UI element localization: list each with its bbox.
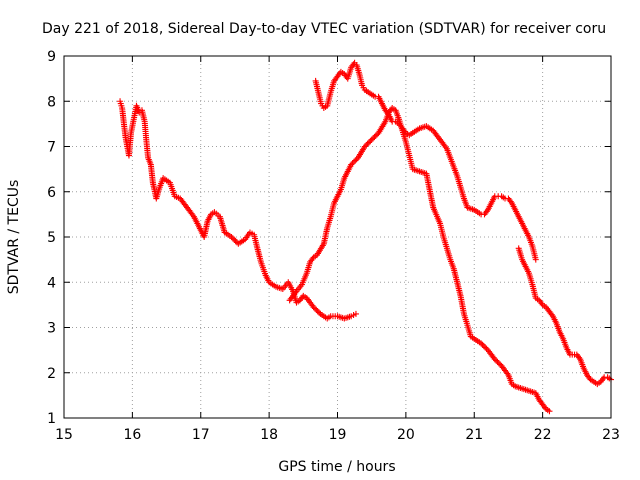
data-point [480, 343, 487, 350]
data-point [372, 132, 379, 139]
data-point [532, 256, 539, 263]
y-tick-label: 7 [47, 140, 56, 156]
y-tick-label: 5 [47, 230, 56, 246]
x-tick-label: 20 [397, 427, 415, 443]
x-tick-label: 19 [329, 427, 347, 443]
data-points [117, 59, 614, 415]
y-tick-label: 3 [47, 321, 56, 337]
data-point [349, 160, 356, 167]
data-point [494, 358, 501, 365]
data-point [495, 360, 502, 367]
data-point [479, 341, 486, 348]
x-tick-label: 22 [534, 427, 552, 443]
data-point [367, 138, 374, 145]
data-point [350, 158, 357, 165]
x-tick-label: 18 [260, 427, 278, 443]
grid [64, 56, 611, 418]
data-point [231, 236, 238, 243]
data-point [352, 310, 359, 317]
y-tick-label: 2 [47, 366, 56, 382]
x-tick-label: 23 [602, 427, 620, 443]
data-point [348, 161, 355, 168]
y-tick-label: 8 [47, 94, 56, 110]
data-point [313, 306, 320, 313]
data-point [352, 157, 359, 164]
y-tick-label: 6 [47, 185, 56, 201]
x-tick-label: 16 [123, 427, 141, 443]
x-tick-label: 21 [465, 427, 483, 443]
y-tick-label: 4 [47, 275, 56, 291]
data-point [368, 136, 375, 143]
data-point [370, 135, 377, 142]
data-point [228, 234, 235, 240]
y-tick-label: 9 [47, 49, 56, 65]
data-point [232, 238, 239, 245]
y-axis-label: SDTVAR / TECUs [6, 180, 22, 295]
data-point [314, 308, 321, 315]
data-point [316, 309, 323, 316]
data-point [493, 357, 500, 364]
data-point [363, 142, 370, 149]
data-point [371, 133, 378, 140]
data-point [361, 143, 368, 150]
data-point [491, 356, 498, 363]
data-point [546, 408, 553, 415]
data-point [478, 340, 485, 347]
plot-frame [63, 55, 612, 419]
data-point [311, 305, 318, 312]
chart-title: Day 221 of 2018, Sidereal Day-to-day VTE… [42, 21, 606, 37]
x-axis-label: GPS time / hours [278, 459, 395, 475]
data-point [365, 139, 372, 146]
data-point [364, 140, 371, 147]
data-point [482, 344, 489, 351]
data-point [229, 235, 236, 242]
x-tick-label: 15 [55, 427, 73, 443]
data-point [310, 304, 317, 311]
x-tick-label: 17 [192, 427, 210, 443]
y-tick-label: 1 [47, 411, 56, 427]
